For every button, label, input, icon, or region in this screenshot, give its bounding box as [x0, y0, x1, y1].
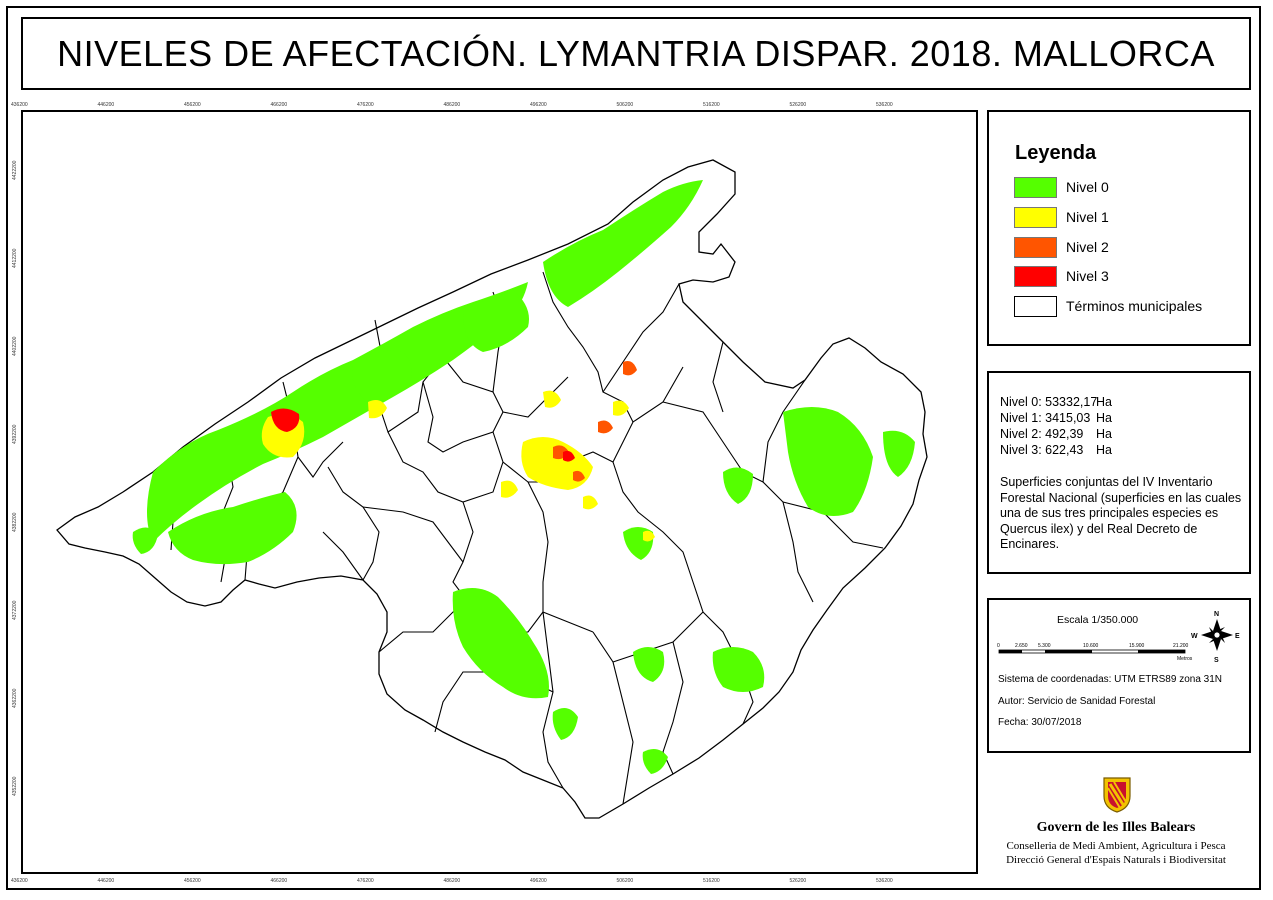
legend-label: Nivel 2	[1066, 239, 1109, 255]
grid-tick-x: 446200	[97, 102, 115, 108]
nivel-0-areas	[132, 180, 915, 774]
stat-row: Nivel 2: 492,39 Ha	[1000, 427, 1112, 443]
scale-tick: 15.900	[1129, 643, 1145, 649]
legend-item-terminos: Términos municipales	[1014, 295, 1202, 317]
grid-tick-x: 476200	[357, 878, 374, 884]
legend-label: Nivel 0	[1066, 179, 1109, 195]
grid-tick-x: 486200	[443, 878, 461, 884]
compass-s: S	[1214, 657, 1219, 664]
crs-text: Sistema de coordenadas: UTM ETRS89 zona …	[998, 674, 1222, 685]
grid-tick-x: 496200	[530, 878, 547, 884]
grid-tick-y: 4352200	[12, 776, 18, 796]
stat-value: Nivel 0: 53332,17	[1000, 395, 1098, 409]
mallorca-map	[56, 159, 928, 819]
grid-tick-x: 456200	[184, 102, 201, 108]
grid-tick-x: 476200	[357, 102, 374, 108]
grid-tick-x: 466200	[270, 102, 288, 108]
map-sheet-border	[6, 6, 1261, 890]
stat-unit: Ha	[1096, 427, 1112, 441]
grid-tick-y: 4402200	[12, 336, 18, 356]
scale-panel: Escala 1/350.000 0 2.650 5.300 10.600 15…	[987, 598, 1251, 753]
grid-tick-x: 506200	[616, 102, 634, 108]
grid-tick-y: 4382200	[12, 512, 18, 532]
map-frame[interactable]	[21, 110, 978, 874]
legend-item-nivel-2: Nivel 2	[1014, 236, 1109, 258]
legend-panel: Leyenda Nivel 0 Nivel 1 Nivel 2 Nivel 3 …	[987, 110, 1251, 346]
legend-swatch	[1014, 295, 1057, 317]
date-text: Fecha: 30/07/2018	[998, 717, 1082, 728]
compass-rose-icon: N S E W	[1191, 611, 1240, 664]
grid-tick-x: 536200	[876, 878, 893, 884]
department-line-2: Direcció General d'Espais Naturals i Bio…	[1006, 854, 1226, 866]
compass-n: N	[1214, 611, 1219, 618]
stats-panel: Nivel 0: 53332,17Ha Nivel 1: 3415,03 Ha N…	[987, 371, 1251, 574]
grid-tick-x: 466200	[270, 878, 288, 884]
grid-tick-x: 486200	[443, 102, 461, 108]
stat-value: Nivel 2: 492,39	[1000, 427, 1084, 441]
grid-tick-x: 496200	[530, 102, 547, 108]
stat-row: Nivel 1: 3415,03 Ha	[1000, 411, 1112, 427]
government-name: Govern de les Illes Balears	[1036, 820, 1196, 835]
government-logo: Govern de les Illes Balears Conselleria …	[990, 770, 1254, 880]
stat-unit: Ha	[1096, 395, 1112, 409]
legend-swatch	[1014, 236, 1057, 258]
nivel-2-areas	[553, 361, 637, 482]
grid-tick-y: 4362200	[12, 688, 18, 708]
grid-tick-x: 506200	[616, 878, 634, 884]
legend-swatch	[1014, 176, 1057, 198]
stat-value: Nivel 1: 3415,03	[1000, 411, 1091, 425]
legend-item-nivel-3: Nivel 3	[1014, 265, 1109, 287]
grid-tick-x: 436200	[11, 878, 28, 884]
legend-label: Nivel 1	[1066, 209, 1109, 225]
island-outline	[56, 159, 928, 819]
nivel-3-areas	[271, 408, 575, 462]
scale-tick: 2.650	[1015, 643, 1028, 649]
department-line-1: Conselleria de Medi Ambient, Agricultura…	[1006, 840, 1226, 852]
grid-tick-x: 516200	[703, 102, 720, 108]
compass-e: E	[1235, 633, 1240, 640]
author-text: Autor: Servicio de Sanidad Forestal	[998, 696, 1156, 707]
grid-tick-y: 4372200	[12, 600, 18, 620]
stat-unit: Ha	[1096, 443, 1112, 457]
stat-value: Nivel 3: 622,43	[1000, 443, 1084, 457]
stats-description: Superficies conjuntas del IV Inventario …	[1000, 475, 1242, 551]
legend-item-nivel-1: Nivel 1	[1014, 206, 1109, 228]
grid-tick-y: 4392200	[12, 424, 18, 444]
title-box: NIVELES DE AFECTACIÓN. LYMANTRIA DISPAR.…	[21, 17, 1251, 90]
scale-tick: 0	[997, 643, 1000, 649]
legend-label: Términos municipales	[1066, 298, 1203, 314]
scale-tick: 21.200	[1173, 643, 1189, 649]
grid-tick-x: 436200	[11, 102, 28, 108]
legend-item-nivel-0: Nivel 0	[1014, 176, 1109, 198]
scale-tick: 10.600	[1083, 643, 1099, 649]
compass-w: W	[1191, 633, 1198, 640]
scale-label: Escala 1/350.000	[1057, 614, 1139, 626]
grid-tick-x: 456200	[184, 878, 201, 884]
grid-tick-y: 4422200	[12, 160, 18, 180]
scale-bar: 0 2.650 5.300 10.600 15.900 21.200 Metro…	[997, 643, 1193, 662]
stat-unit: Ha	[1096, 411, 1112, 425]
legend-swatch	[1014, 265, 1057, 287]
map-title: NIVELES DE AFECTACIÓN. LYMANTRIA DISPAR.…	[57, 32, 1215, 74]
legend-title: Leyenda	[1015, 142, 1097, 164]
scale-unit: Metros	[1177, 656, 1193, 662]
stat-row: Nivel 0: 53332,17Ha	[1000, 395, 1112, 411]
stat-row: Nivel 3: 622,43 Ha	[1000, 443, 1112, 459]
grid-tick-x: 516200	[703, 878, 720, 884]
coat-of-arms-icon	[1103, 777, 1131, 813]
grid-tick-x: 446200	[97, 878, 115, 884]
legend-swatch	[1014, 206, 1057, 228]
grid-tick-x: 526200	[789, 878, 807, 884]
scale-tick: 5.300	[1038, 643, 1051, 649]
legend-label: Nivel 3	[1066, 268, 1109, 284]
grid-tick-x: 536200	[876, 102, 893, 108]
grid-tick-y: 4412200	[12, 248, 18, 268]
grid-tick-x: 526200	[789, 102, 807, 108]
